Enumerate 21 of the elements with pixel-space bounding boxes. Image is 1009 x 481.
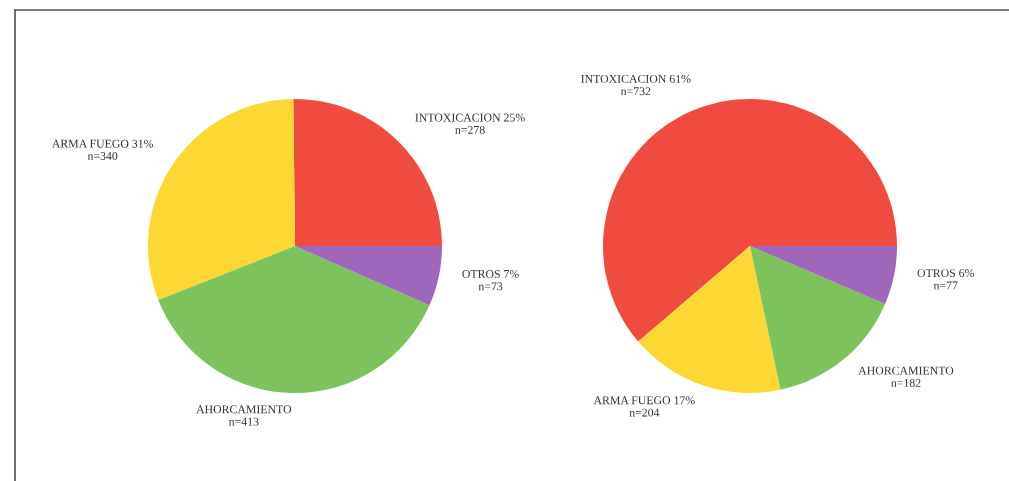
pie-slice [638,246,781,393]
data-label: n=204 [629,408,660,417]
slice-label: OTROS 7% [462,269,519,278]
data-label: n=77 [933,281,958,290]
slice-label: INTOXICACION 25% [415,113,525,122]
slice-label: AHORCAMIENTO [858,366,954,375]
data-label: n=340 [87,152,118,160]
pie-slice [603,99,897,342]
slice-label: ARMA FUEGO 31% [51,139,154,148]
data-label: n=278 [455,125,485,134]
pie-slice [750,246,897,304]
data-label: n=73 [478,282,503,291]
pie-slice [295,246,442,306]
slice-label: OTROS 6% [917,269,975,278]
data-label: n=413 [228,417,259,426]
data-label: n=182 [891,378,921,387]
slice-label: AHORCAMIENTO [196,405,292,414]
pie-slice [158,246,430,393]
data-label: n=732 [620,87,651,96]
slice-label: ARMA FUEGO 17% [593,396,695,405]
slice-label: INTOXICACION 61% [581,74,691,83]
